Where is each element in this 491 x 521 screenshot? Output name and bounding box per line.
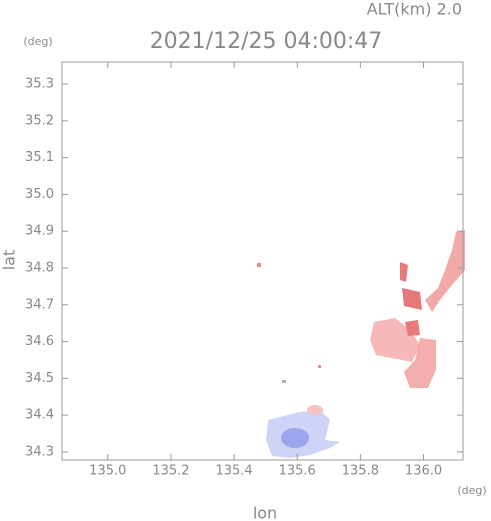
y-tick-label: 34.7 — [25, 297, 54, 312]
x-tick-label: 135.2 — [152, 464, 189, 479]
x-tick-label: 135.0 — [89, 464, 126, 479]
echo-speck — [282, 380, 286, 383]
y-tick-label: 35.0 — [25, 187, 54, 202]
echo-red — [405, 320, 420, 336]
echo-speck — [257, 263, 261, 267]
x-axis-label: lon — [253, 504, 277, 521]
echo-speck — [318, 365, 321, 368]
y-axis-label: lat — [0, 250, 19, 271]
y-tick-label: 35.3 — [25, 77, 54, 92]
plot-frame — [61, 61, 464, 461]
x-tick-label: 135.6 — [279, 464, 316, 479]
y-tick-label: 34.4 — [25, 408, 54, 423]
y-tick-label: 34.8 — [25, 260, 54, 275]
echo-red — [400, 262, 408, 282]
y-tick-label: 34.9 — [25, 224, 54, 239]
echo-pink — [307, 405, 323, 415]
echo-red — [425, 230, 465, 312]
y-tick-label: 35.1 — [25, 150, 54, 165]
x-tick-label: 135.4 — [215, 464, 252, 479]
x-tick-label: 135.8 — [342, 464, 379, 479]
x-tick-label: 136.0 — [405, 464, 442, 479]
y-tick-label: 34.6 — [25, 334, 54, 349]
y-unit: (deg) — [23, 35, 52, 48]
chart-title: 2021/12/25 04:00:47 — [150, 29, 383, 54]
echo-pink — [404, 338, 436, 388]
echo-red — [402, 288, 422, 310]
y-tick-label: 34.3 — [25, 444, 54, 459]
echo-blue — [281, 428, 309, 448]
echo-regions — [257, 230, 465, 458]
x-unit: (deg) — [457, 484, 486, 497]
chart-subtitle: ALT(km) 2.0 — [367, 0, 462, 19]
y-tick-label: 34.5 — [25, 371, 54, 386]
y-tick-label: 35.2 — [25, 113, 54, 128]
